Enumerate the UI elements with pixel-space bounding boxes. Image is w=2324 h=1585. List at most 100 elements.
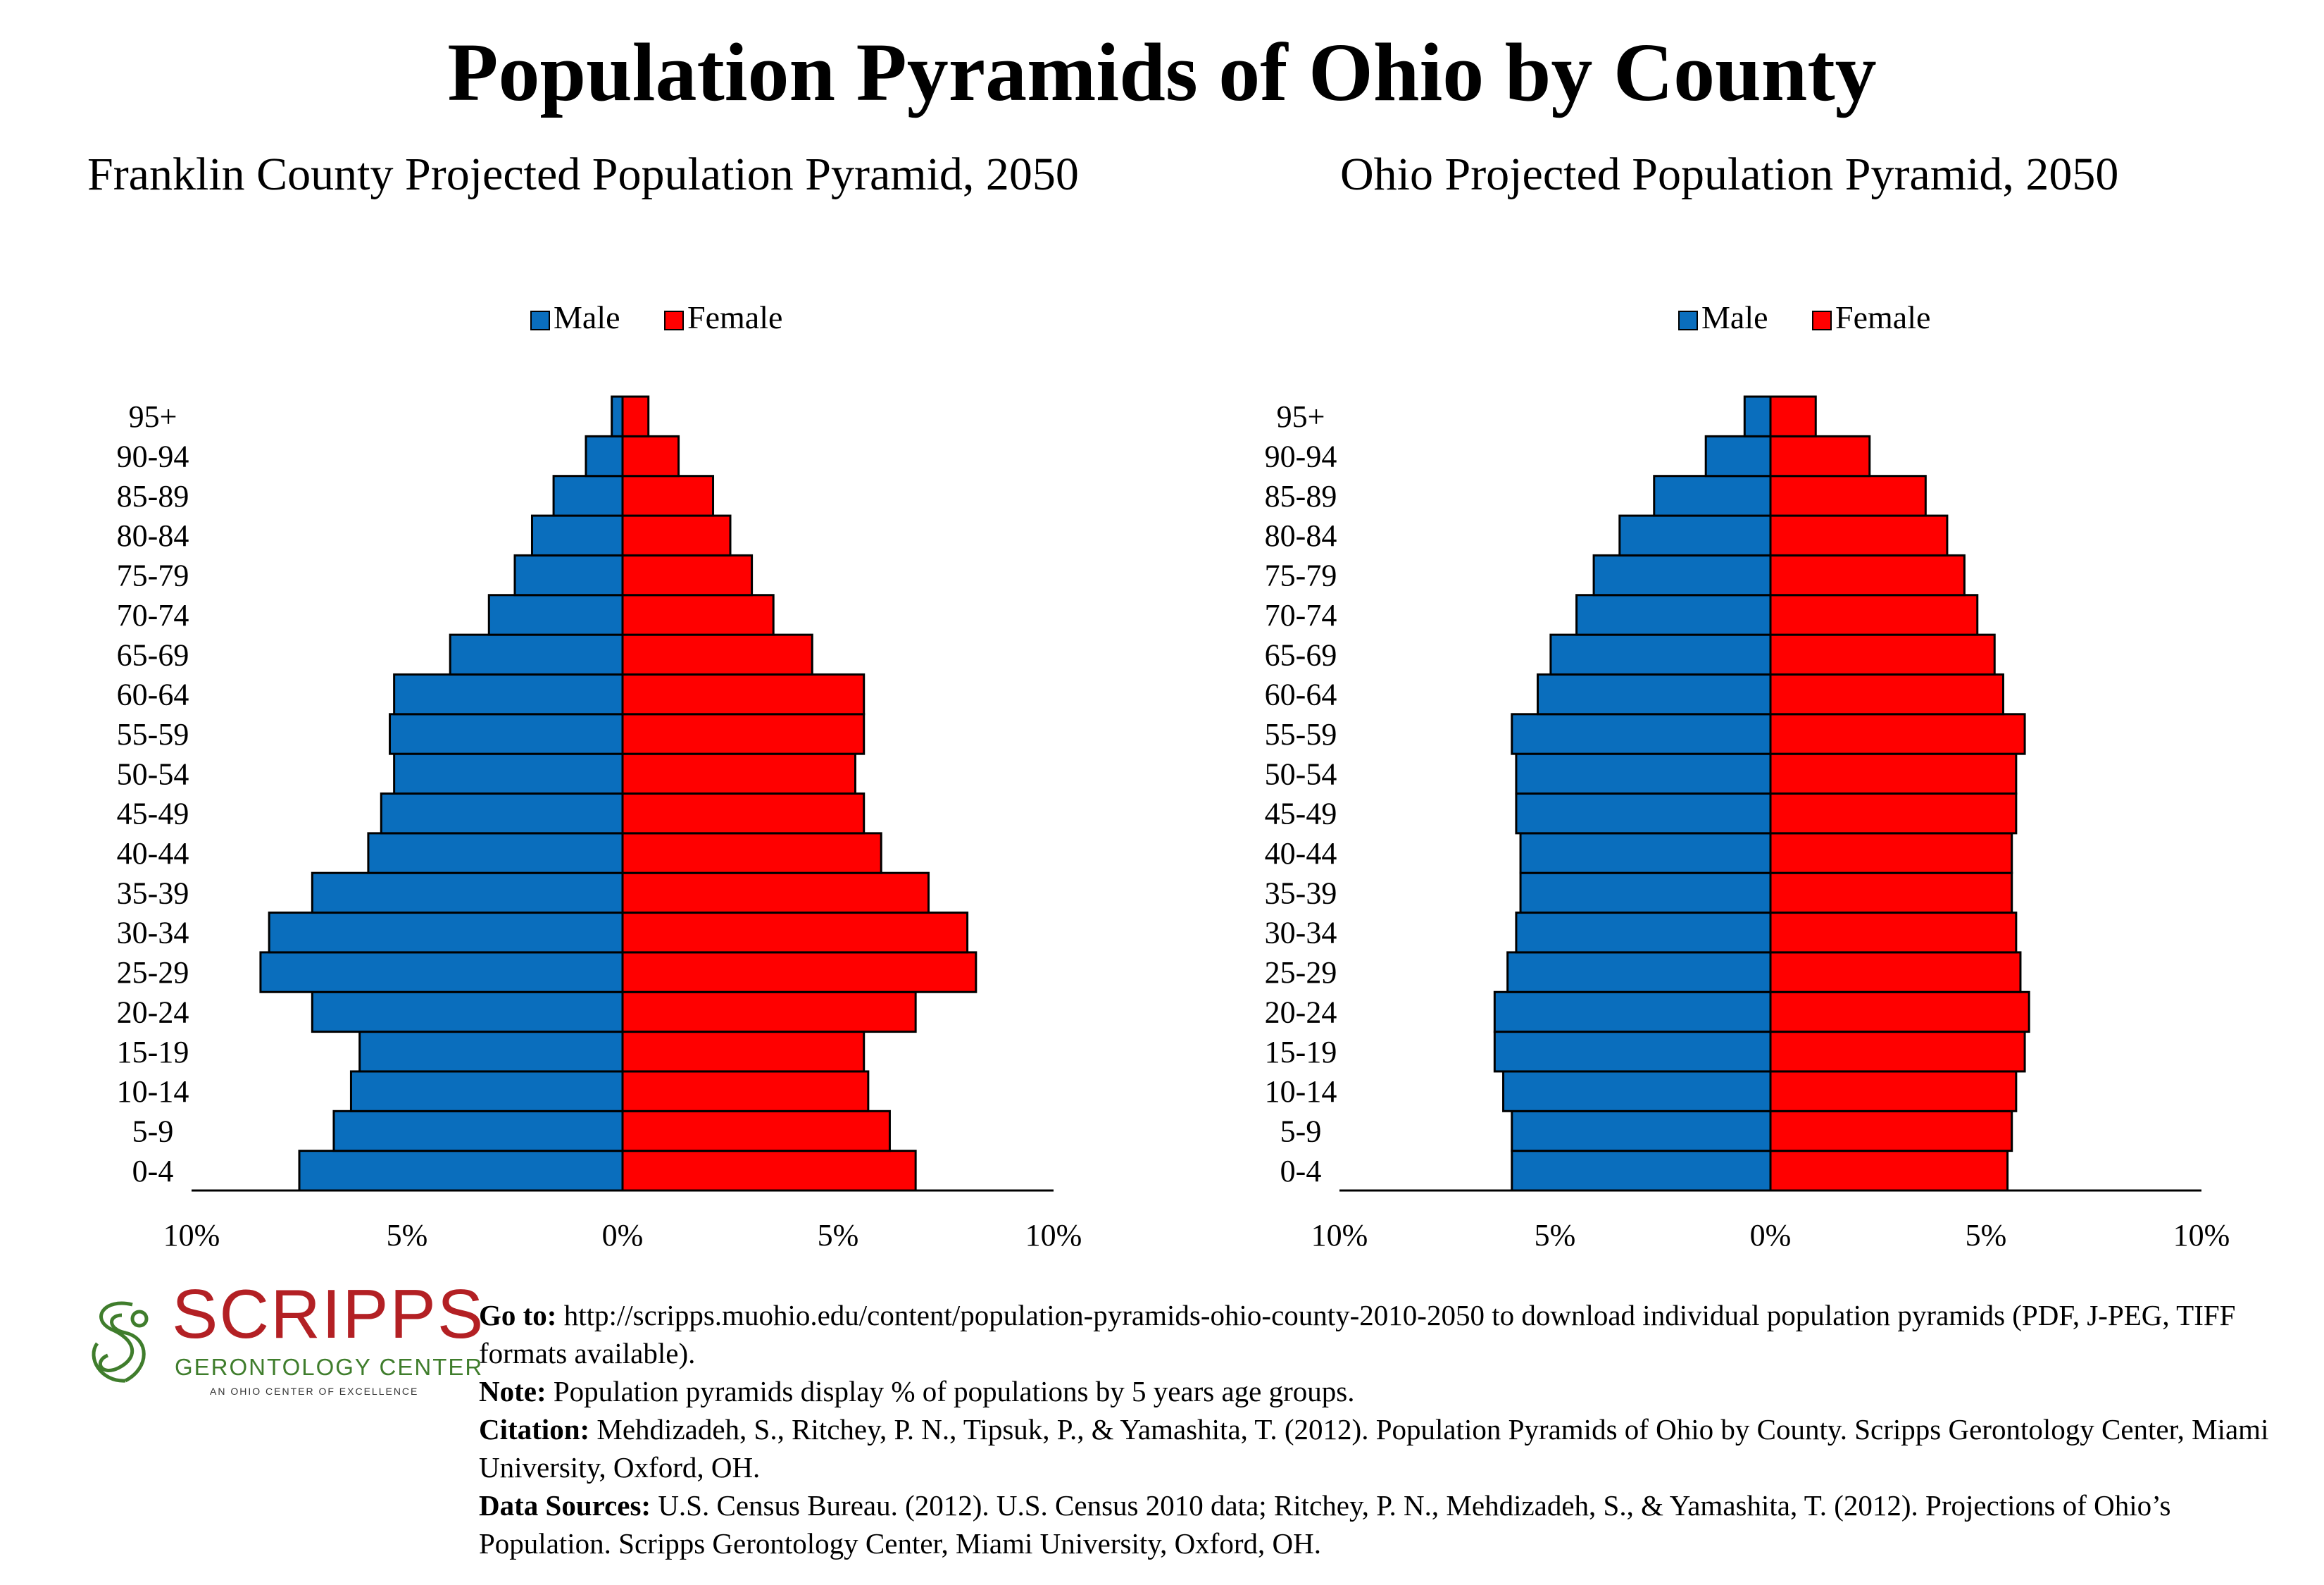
- age-tick-label: 95+: [1277, 399, 1325, 434]
- bar-female: [1769, 713, 2026, 755]
- sources-label: Data Sources:: [479, 1489, 651, 1522]
- logo-subtitle: GERONTOLOGY CENTER: [175, 1354, 484, 1380]
- citation-label: Citation:: [479, 1413, 590, 1446]
- age-tick-label: 0-4: [132, 1154, 174, 1188]
- bar-female: [621, 951, 977, 993]
- bar-male: [311, 871, 624, 914]
- legend-female-swatch: [664, 311, 684, 330]
- goto-note: Go to: http://scripps.muohio.edu/content…: [479, 1296, 2310, 1372]
- logo-wordmark: SCRIPPS: [172, 1275, 485, 1353]
- bar-female: [621, 554, 754, 597]
- scripps-logo: SCRIPPS GERONTOLOGY CENTER AN OHIO CENTE…: [83, 1279, 483, 1403]
- x-tick-label: 10%: [1311, 1218, 1368, 1253]
- age-tick-label: 15-19: [1265, 1035, 1337, 1069]
- age-tick-label: 35-39: [1265, 876, 1337, 910]
- bar-female: [1769, 912, 2018, 954]
- age-tick-label: 5-9: [132, 1114, 174, 1148]
- legend-female-label: Female: [687, 299, 782, 335]
- age-tick-label: 10-14: [1265, 1074, 1337, 1109]
- age-tick-label: 20-24: [117, 995, 189, 1029]
- age-tick-label: 75-79: [1265, 559, 1337, 593]
- age-tick-label: 80-84: [1265, 518, 1337, 553]
- bar-male: [585, 435, 624, 478]
- bar-female: [1769, 990, 2030, 1033]
- bar-female: [1769, 395, 1817, 437]
- bar-male: [487, 594, 624, 636]
- age-tick-label: 50-54: [1265, 757, 1337, 791]
- bar-male: [1519, 832, 1772, 874]
- bar-female: [1769, 871, 2013, 914]
- footer-notes: Go to: http://scripps.muohio.edu/content…: [479, 1296, 2310, 1562]
- age-tick-label: 65-69: [117, 638, 189, 672]
- x-tick-label: 0%: [1750, 1218, 1792, 1253]
- age-tick-label: 40-44: [1265, 836, 1337, 871]
- bar-male: [1575, 594, 1772, 636]
- goto-text: http://scripps.muohio.edu/content/popula…: [479, 1299, 2236, 1369]
- age-tick-label: 40-44: [117, 836, 189, 871]
- sources-note: Data Sources: U.S. Census Bureau. (2012)…: [479, 1486, 2310, 1562]
- legend-female-swatch: [1812, 311, 1832, 330]
- bar-male: [1506, 951, 1772, 993]
- age-tick-label: 35-39: [117, 876, 189, 910]
- legend-female-label: Female: [1835, 299, 1930, 335]
- age-tick-label: 70-74: [117, 598, 189, 633]
- note-label: Note:: [479, 1375, 546, 1407]
- bar-male: [1519, 871, 1772, 914]
- x-tick-label: 10%: [2173, 1218, 2230, 1253]
- bar-female: [1769, 514, 1949, 557]
- bar-male: [311, 990, 624, 1033]
- bar-female: [1769, 633, 1996, 676]
- note-text: Population pyramids display % of populat…: [553, 1375, 1355, 1407]
- x-tick-label: 10%: [1025, 1218, 1082, 1253]
- bar-female: [621, 832, 882, 874]
- age-tick-label: 50-54: [117, 757, 189, 791]
- bar-male: [1618, 514, 1772, 557]
- bar-female: [1769, 1150, 2009, 1192]
- age-tick-label: 25-29: [1265, 955, 1337, 990]
- bar-male: [349, 1070, 624, 1112]
- bar-female: [1769, 554, 1966, 597]
- bar-male: [268, 912, 624, 954]
- note-note: Note: Population pyramids display % of p…: [479, 1372, 2310, 1410]
- goto-label: Go to:: [479, 1299, 557, 1331]
- bar-female: [621, 633, 813, 676]
- age-tick-label: 90-94: [1265, 440, 1337, 474]
- chart-title-franklin: Franklin County Projected Population Pyr…: [87, 149, 1079, 200]
- bar-male: [1549, 633, 1772, 676]
- age-tick-label: 25-29: [117, 955, 189, 990]
- age-tick-label: 20-24: [1265, 995, 1337, 1029]
- age-tick-label: 30-34: [117, 916, 189, 950]
- legend-male-swatch: [1678, 311, 1698, 330]
- bar-female: [621, 713, 866, 755]
- age-tick-label: 45-49: [1265, 797, 1337, 831]
- bar-male: [1704, 435, 1772, 478]
- age-tick-label: 75-79: [117, 559, 189, 593]
- bar-female: [621, 990, 917, 1033]
- age-tick-label: 60-64: [117, 678, 189, 712]
- bar-male: [1537, 673, 1772, 716]
- age-tick-label: 5-9: [1280, 1114, 1322, 1148]
- bar-female: [621, 792, 866, 835]
- bar-male: [552, 475, 624, 517]
- age-tick-label: 0-4: [1280, 1154, 1322, 1188]
- bar-female: [1769, 752, 2018, 795]
- bar-female: [621, 514, 732, 557]
- age-tick-label: 85-89: [1265, 479, 1337, 514]
- scripps-swirl-icon: [92, 1301, 149, 1383]
- x-tick-label: 5%: [1966, 1218, 2007, 1253]
- x-tick-label: 5%: [1535, 1218, 1576, 1253]
- citation-text: Mehdizadeh, S., Ritchey, P. N., Tipsuk, …: [479, 1413, 2269, 1484]
- age-tick-label: 60-64: [1265, 678, 1337, 712]
- bar-male: [1493, 1031, 1772, 1073]
- bar-female: [621, 912, 969, 954]
- citation-note: Citation: Mehdizadeh, S., Ritchey, P. N.…: [479, 1410, 2310, 1486]
- bar-female: [1769, 1070, 2018, 1112]
- bar-male: [1502, 1070, 1772, 1112]
- bar-female: [1769, 475, 1927, 517]
- bar-female: [621, 594, 775, 636]
- bar-male: [1511, 1150, 1772, 1192]
- logo-tagline: AN OHIO CENTER OF EXCELLENCE: [210, 1386, 419, 1397]
- age-tick-label: 80-84: [117, 518, 189, 553]
